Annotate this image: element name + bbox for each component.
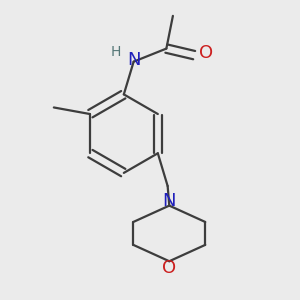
Text: H: H [110, 45, 121, 59]
Text: O: O [199, 44, 213, 62]
Text: N: N [163, 192, 176, 210]
Text: N: N [127, 51, 140, 69]
Text: O: O [162, 259, 176, 277]
